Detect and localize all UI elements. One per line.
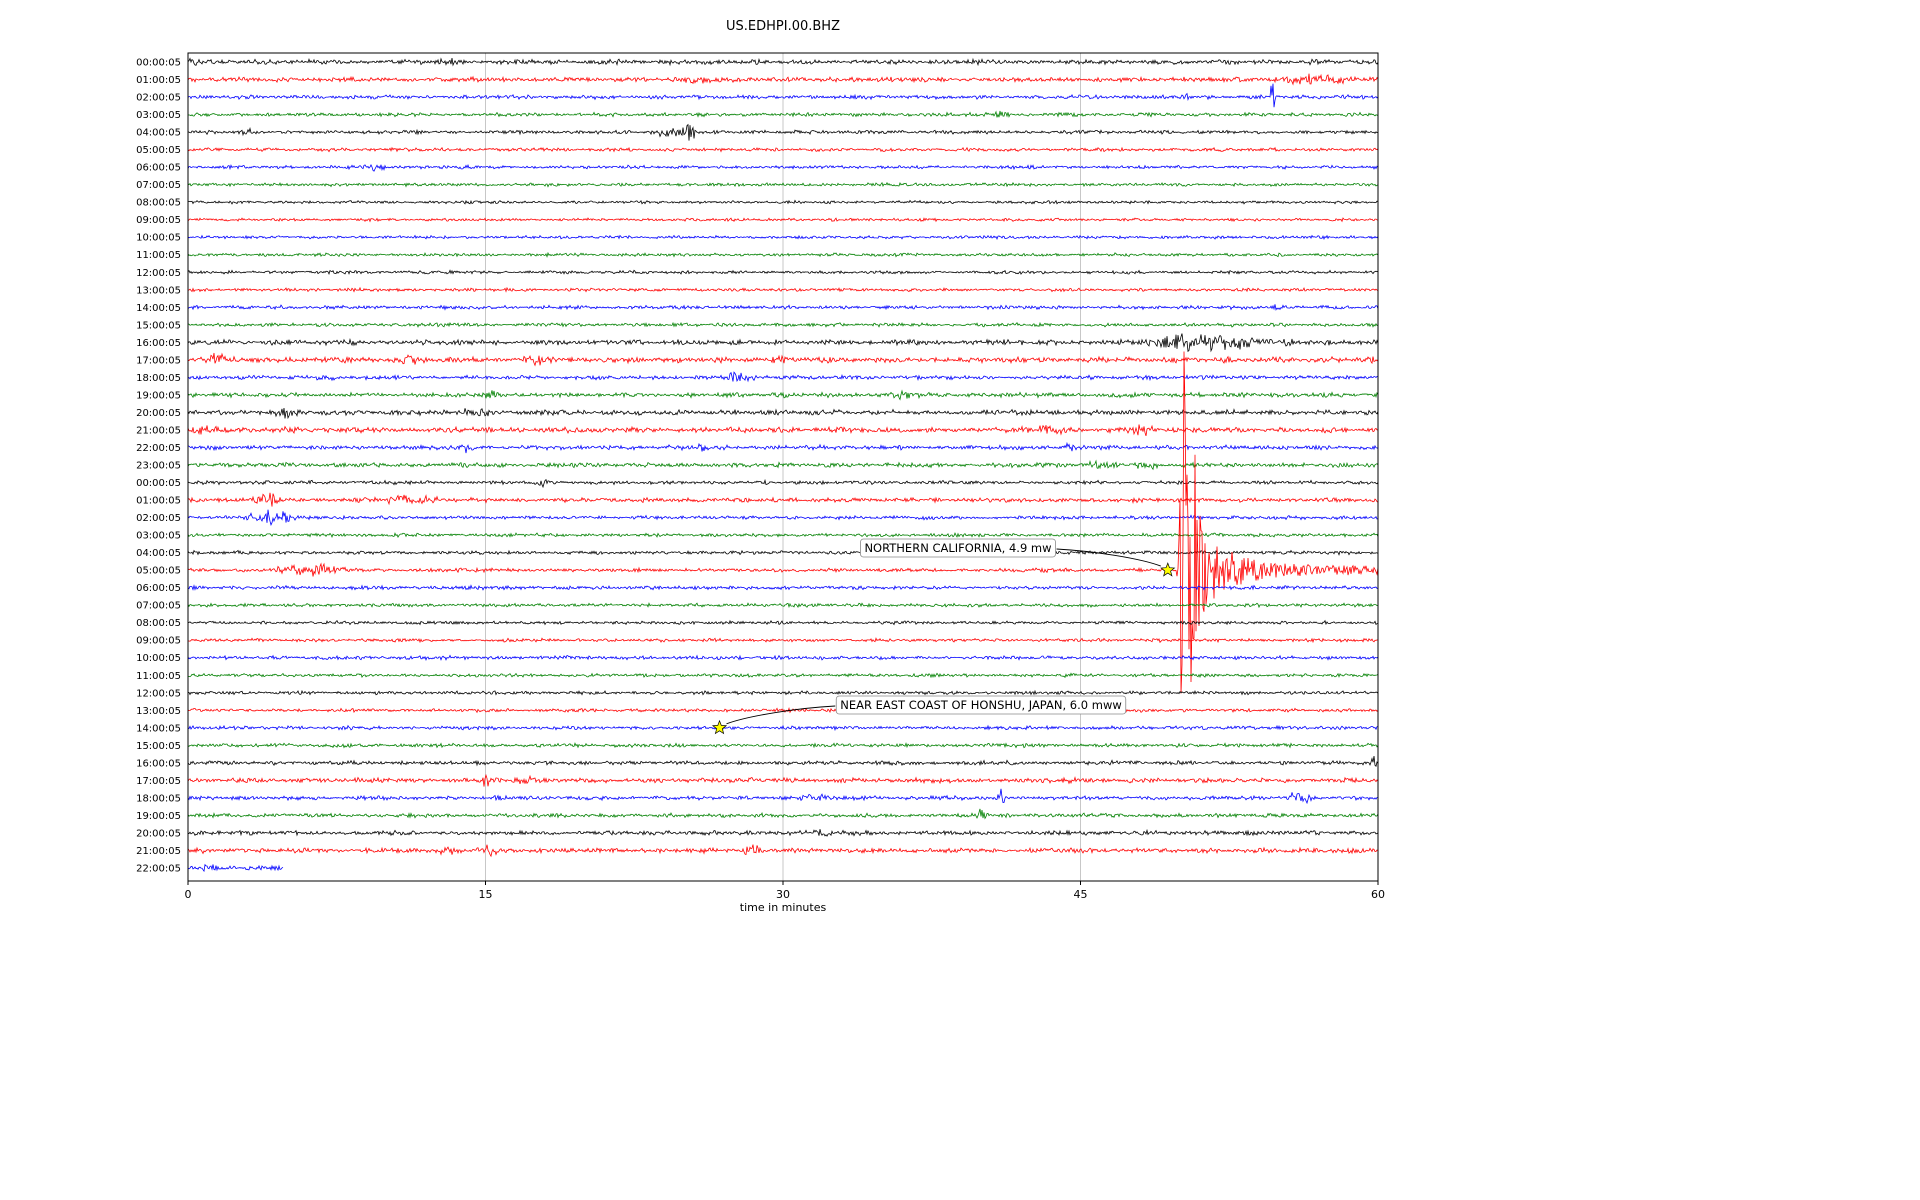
trace-lines [188,57,1378,873]
svg-text:45: 45 [1074,888,1088,901]
svg-text:0: 0 [185,888,192,901]
svg-text:13:00:05: 13:00:05 [136,706,181,717]
svg-text:00:00:05: 00:00:05 [136,58,181,69]
svg-text:12:00:05: 12:00:05 [136,688,181,699]
svg-text:18:00:05: 18:00:05 [136,793,181,804]
svg-text:12:00:05: 12:00:05 [136,268,181,279]
svg-text:19:00:05: 19:00:05 [136,811,181,822]
svg-text:07:00:05: 07:00:05 [136,180,181,191]
svg-text:09:00:05: 09:00:05 [136,215,181,226]
svg-text:02:00:05: 02:00:05 [136,513,181,524]
svg-text:19:00:05: 19:00:05 [136,390,181,401]
svg-text:02:00:05: 02:00:05 [136,93,181,104]
svg-text:01:00:05: 01:00:05 [136,75,181,86]
svg-text:00:00:05: 00:00:05 [136,478,181,489]
svg-text:11:00:05: 11:00:05 [136,250,181,261]
gridlines [187,53,1379,881]
svg-text:10:00:05: 10:00:05 [136,233,181,244]
svg-text:16:00:05: 16:00:05 [136,758,181,769]
svg-text:22:00:05: 22:00:05 [136,443,181,454]
svg-text:07:00:05: 07:00:05 [136,601,181,612]
svg-text:09:00:05: 09:00:05 [136,636,181,647]
svg-text:01:00:05: 01:00:05 [136,496,181,507]
svg-text:13:00:05: 13:00:05 [136,285,181,296]
svg-text:03:00:05: 03:00:05 [136,110,181,121]
svg-text:15:00:05: 15:00:05 [136,320,181,331]
svg-text:23:00:05: 23:00:05 [136,461,181,472]
svg-text:18:00:05: 18:00:05 [136,373,181,384]
svg-text:03:00:05: 03:00:05 [136,531,181,542]
svg-text:06:00:05: 06:00:05 [136,163,181,174]
svg-text:10:00:05: 10:00:05 [136,653,181,664]
svg-text:60: 60 [1371,888,1385,901]
svg-text:20:00:05: 20:00:05 [136,408,181,419]
svg-text:15: 15 [479,888,493,901]
svg-text:22:00:05: 22:00:05 [136,864,181,875]
svg-text:08:00:05: 08:00:05 [136,618,181,629]
event-annotations: NORTHERN CALIFORNIA, 4.9 mw NEAR EAST COA… [711,538,1176,735]
chart-title: US.EDHPI.00.BHZ [726,19,840,34]
svg-text:05:00:05: 05:00:05 [136,145,181,156]
svg-text:04:00:05: 04:00:05 [136,128,181,139]
svg-text:17:00:05: 17:00:05 [136,355,181,366]
svg-text:14:00:05: 14:00:05 [136,723,181,734]
svg-text:30: 30 [776,888,790,901]
svg-text:04:00:05: 04:00:05 [136,548,181,559]
svg-text:NORTHERN CALIFORNIA, 4.9 mw: NORTHERN CALIFORNIA, 4.9 mw [864,541,1051,555]
x-tick-labels: 0 15 30 45 60 [185,881,1385,901]
row-time-labels: 00:00:05 01:00:05 02:00:05 03:00:05 04:00:05… [136,58,181,875]
svg-text:05:00:05: 05:00:05 [136,566,181,577]
svg-text:06:00:05: 06:00:05 [136,583,181,594]
svg-text:16:00:05: 16:00:05 [136,338,181,349]
svg-text:14:00:05: 14:00:05 [136,303,181,314]
svg-text:21:00:05: 21:00:05 [136,426,181,437]
svg-text:08:00:05: 08:00:05 [136,198,181,209]
svg-text:17:00:05: 17:00:05 [136,776,181,787]
svg-text:NEAR EAST COAST OF HONSHU, JAP: NEAR EAST COAST OF HONSHU, JAPAN, 6.0 mw… [840,698,1122,712]
x-axis-label: time in minutes [740,901,827,914]
svg-text:21:00:05: 21:00:05 [136,846,181,857]
svg-text:15:00:05: 15:00:05 [136,741,181,752]
svg-text:20:00:05: 20:00:05 [136,829,181,840]
svg-text:11:00:05: 11:00:05 [136,671,181,682]
